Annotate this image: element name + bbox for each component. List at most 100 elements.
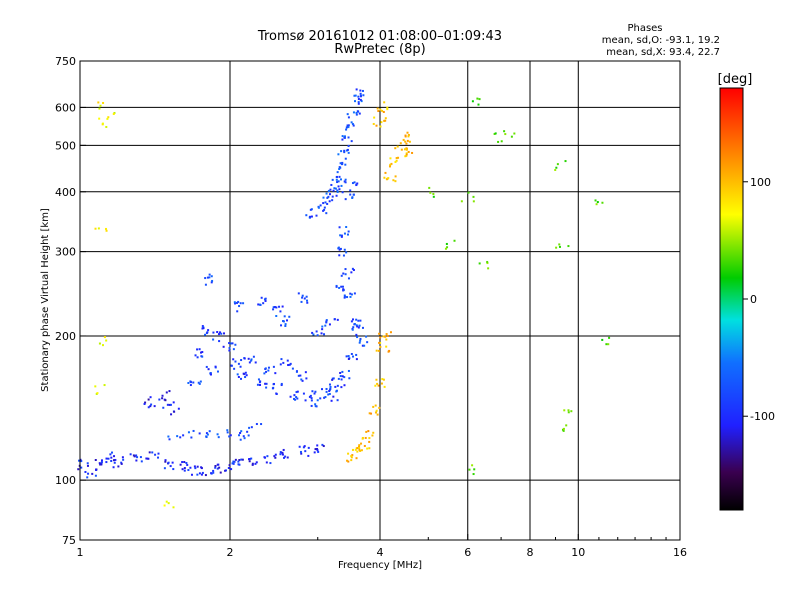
data-point bbox=[196, 356, 199, 359]
data-point bbox=[194, 354, 197, 357]
data-point bbox=[170, 413, 173, 416]
data-point bbox=[280, 324, 283, 327]
data-point bbox=[504, 133, 507, 136]
data-point bbox=[223, 332, 226, 335]
data-point bbox=[296, 397, 299, 400]
data-point bbox=[341, 370, 344, 373]
data-point bbox=[562, 427, 565, 430]
data-point bbox=[151, 451, 154, 454]
data-point bbox=[77, 468, 80, 471]
data-point bbox=[471, 464, 474, 467]
data-point bbox=[316, 447, 319, 450]
data-point bbox=[323, 396, 326, 399]
data-point bbox=[231, 462, 234, 465]
data-point bbox=[339, 375, 342, 378]
y-tick-label: 200 bbox=[55, 330, 76, 343]
y-tick-label: 400 bbox=[55, 186, 76, 199]
data-point bbox=[266, 455, 269, 458]
data-point bbox=[377, 384, 380, 387]
data-point bbox=[321, 328, 324, 331]
data-point bbox=[355, 318, 358, 321]
data-point bbox=[232, 348, 235, 351]
data-point bbox=[365, 335, 368, 338]
data-point bbox=[386, 106, 389, 109]
series-5 bbox=[305, 88, 365, 219]
data-point bbox=[293, 397, 296, 400]
x-axis-label: Frequency [MHz] bbox=[338, 560, 422, 571]
data-point bbox=[185, 461, 188, 464]
data-point bbox=[198, 382, 201, 385]
data-point bbox=[336, 318, 339, 321]
data-point bbox=[354, 94, 357, 97]
data-point bbox=[216, 467, 219, 470]
data-point bbox=[247, 434, 250, 437]
data-point bbox=[248, 426, 251, 429]
data-point bbox=[310, 215, 313, 218]
data-point bbox=[351, 318, 354, 321]
data-point bbox=[163, 467, 166, 470]
y-tick-label: 75 bbox=[62, 534, 76, 547]
data-point bbox=[407, 134, 410, 137]
data-point bbox=[329, 387, 332, 390]
data-point bbox=[95, 468, 98, 471]
data-point bbox=[111, 451, 114, 454]
data-point bbox=[338, 167, 341, 170]
data-point bbox=[236, 310, 239, 313]
data-point bbox=[295, 370, 298, 373]
data-point bbox=[357, 319, 360, 322]
data-point bbox=[200, 473, 203, 476]
data-point bbox=[250, 426, 253, 429]
data-point bbox=[358, 448, 361, 451]
data-point bbox=[98, 342, 101, 345]
data-point bbox=[375, 349, 378, 352]
data-point bbox=[446, 246, 449, 249]
data-point bbox=[236, 373, 239, 376]
data-point bbox=[212, 338, 215, 341]
data-point bbox=[199, 380, 202, 383]
data-point bbox=[230, 468, 233, 471]
data-point bbox=[250, 358, 253, 361]
data-point bbox=[370, 412, 373, 415]
data-point bbox=[240, 377, 243, 380]
data-point bbox=[113, 455, 116, 458]
data-point bbox=[257, 303, 260, 306]
data-point bbox=[228, 464, 231, 467]
data-point bbox=[283, 315, 286, 318]
data-point bbox=[432, 192, 435, 195]
x-tick-label: 4 bbox=[377, 546, 384, 559]
data-point bbox=[295, 396, 298, 399]
data-point bbox=[324, 201, 327, 204]
data-point bbox=[338, 254, 341, 257]
data-point bbox=[101, 122, 104, 125]
data-point bbox=[322, 202, 325, 205]
data-point bbox=[378, 341, 381, 344]
data-point bbox=[148, 451, 151, 454]
data-point bbox=[348, 377, 351, 380]
data-point bbox=[238, 434, 241, 437]
data-point bbox=[321, 388, 324, 391]
data-point bbox=[405, 148, 408, 151]
data-point bbox=[117, 465, 120, 468]
data-point bbox=[189, 384, 192, 387]
data-point bbox=[264, 299, 267, 302]
data-point bbox=[384, 335, 387, 338]
data-point bbox=[239, 365, 242, 368]
data-point bbox=[112, 459, 115, 462]
data-point bbox=[356, 447, 359, 450]
data-point bbox=[473, 468, 476, 471]
data-point bbox=[325, 390, 328, 393]
data-point bbox=[228, 349, 231, 352]
data-point bbox=[94, 227, 97, 230]
data-point bbox=[222, 345, 225, 348]
data-point bbox=[389, 163, 392, 166]
data-point bbox=[382, 110, 385, 113]
data-point bbox=[233, 367, 236, 370]
data-point bbox=[196, 473, 199, 476]
data-point bbox=[257, 378, 260, 381]
data-point bbox=[338, 226, 341, 229]
data-point bbox=[97, 101, 100, 104]
data-point bbox=[375, 124, 378, 127]
data-point bbox=[232, 462, 235, 465]
data-point bbox=[281, 451, 284, 454]
data-point bbox=[304, 399, 307, 402]
